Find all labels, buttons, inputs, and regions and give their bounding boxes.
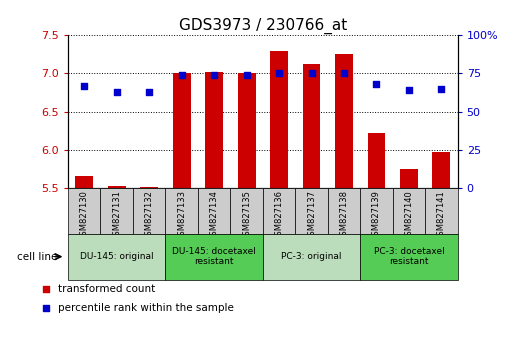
Bar [360, 188, 393, 234]
Text: GSM827135: GSM827135 [242, 190, 251, 241]
Bar [100, 188, 133, 234]
Point [275, 70, 283, 76]
Bar [165, 188, 198, 234]
Bar [263, 188, 295, 234]
Text: GSM827134: GSM827134 [210, 190, 219, 241]
Text: cell line: cell line [17, 252, 58, 262]
Point [210, 72, 218, 78]
Text: transformed count: transformed count [59, 284, 156, 293]
Bar [205, 72, 223, 188]
Text: GSM827130: GSM827130 [79, 190, 89, 241]
Text: GSM827132: GSM827132 [145, 190, 154, 241]
Bar [230, 188, 263, 234]
Text: GSM827136: GSM827136 [275, 190, 283, 241]
Bar [165, 234, 263, 280]
Point [42, 305, 50, 311]
Point [145, 89, 153, 95]
Point [177, 72, 186, 78]
Bar [295, 188, 328, 234]
Point [242, 72, 251, 78]
Text: percentile rank within the sample: percentile rank within the sample [59, 303, 234, 313]
Bar [237, 73, 256, 188]
Bar [328, 188, 360, 234]
Text: GSM827137: GSM827137 [307, 190, 316, 241]
Bar [75, 176, 93, 188]
Bar [368, 133, 385, 188]
Bar [425, 188, 458, 234]
Bar [133, 188, 165, 234]
Text: DU-145: docetaxel
resistant: DU-145: docetaxel resistant [172, 247, 256, 266]
Text: GSM827131: GSM827131 [112, 190, 121, 241]
Point [112, 89, 121, 95]
Bar [140, 187, 158, 188]
Point [42, 286, 50, 291]
Text: PC-3: docetaxel
resistant: PC-3: docetaxel resistant [373, 247, 445, 266]
Bar [433, 152, 450, 188]
Point [340, 70, 348, 76]
Bar [303, 64, 321, 188]
Bar [270, 51, 288, 188]
Text: GSM827140: GSM827140 [404, 190, 413, 241]
Point [405, 87, 413, 93]
Bar [360, 234, 458, 280]
Bar [263, 234, 360, 280]
Text: PC-3: original: PC-3: original [281, 252, 342, 261]
Bar [335, 55, 353, 188]
Bar [400, 169, 418, 188]
Point [308, 70, 316, 76]
Title: GDS3973 / 230766_at: GDS3973 / 230766_at [179, 18, 347, 34]
Point [437, 86, 446, 91]
Bar [173, 73, 190, 188]
Point [372, 81, 381, 87]
Text: GSM827133: GSM827133 [177, 190, 186, 241]
Point [80, 83, 88, 88]
Text: GSM827138: GSM827138 [339, 190, 348, 241]
Text: GSM827141: GSM827141 [437, 190, 446, 241]
Text: DU-145: original: DU-145: original [80, 252, 154, 261]
Text: GSM827139: GSM827139 [372, 190, 381, 241]
Bar [68, 188, 100, 234]
Bar [198, 188, 230, 234]
Bar [393, 188, 425, 234]
Bar [108, 186, 126, 188]
Bar [68, 234, 165, 280]
